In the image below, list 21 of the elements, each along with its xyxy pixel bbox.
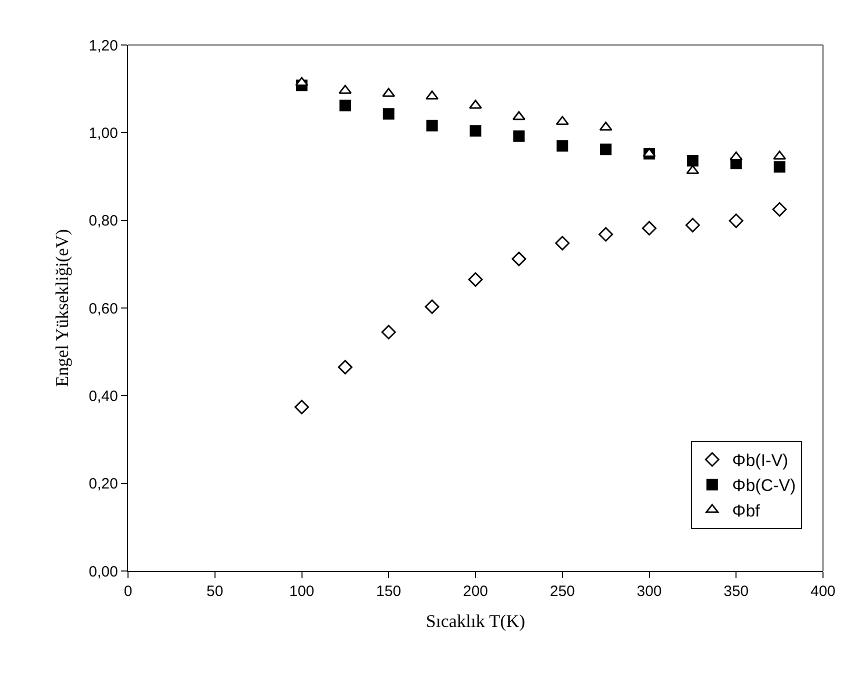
x-tick-label: 400 [810, 583, 836, 600]
y-tick-label: 0,60 [88, 300, 118, 318]
y-tick-label: 1,00 [88, 124, 118, 142]
x-tick-label: 150 [376, 583, 402, 600]
x-tick-label: 250 [550, 583, 575, 600]
legend-label: Φb(I-V) [732, 451, 788, 470]
legend-label: Φb(C-V) [732, 476, 796, 496]
x-axis-title: Sıcaklık T(K) [426, 611, 526, 632]
y-tick-label: 0,40 [88, 388, 118, 405]
y-tick-label: 1,20 [88, 37, 118, 54]
x-tick-label: 350 [724, 583, 749, 600]
y-tick-label: 0,20 [88, 476, 118, 493]
x-tick-label: 50 [206, 583, 224, 600]
y-axis-title: Engel Yüksekliği(eV) [52, 229, 72, 387]
y-tick-label: 0,80 [88, 212, 118, 230]
y-tick-label: 0,00 [88, 563, 118, 580]
x-tick-label: 0 [124, 583, 132, 600]
x-tick-label: 300 [636, 583, 662, 600]
x-tick-label: 100 [289, 583, 314, 600]
x-tick-label: 200 [462, 583, 488, 600]
legend-label: Φbf [732, 501, 760, 520]
